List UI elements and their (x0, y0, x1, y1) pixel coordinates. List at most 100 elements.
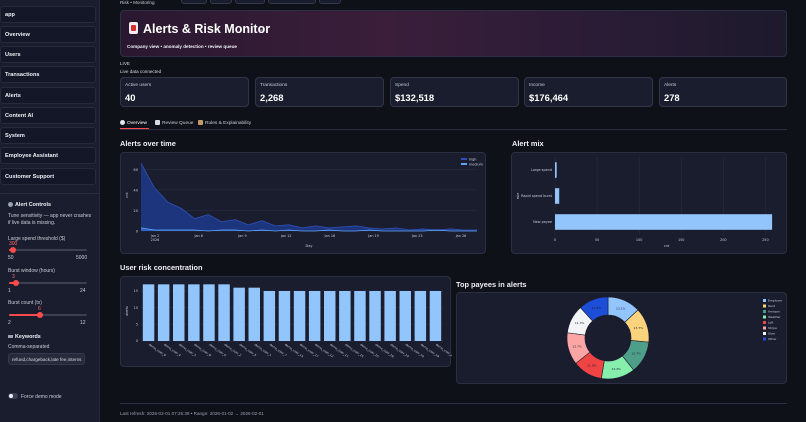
sidebar-item-label: Content AI (5, 113, 34, 119)
tab-rules-explainability[interactable]: Rules & Explainability (198, 118, 251, 129)
link-icon[interactable]: ⚭ (259, 28, 264, 34)
bar (248, 287, 260, 341)
sidebar-item-transactions[interactable]: Transactions (0, 66, 96, 83)
sidebar-item-label: System (5, 133, 25, 139)
category-label: Large spend (531, 168, 552, 172)
keywords-input[interactable]: refund,chargeback,late fee,interns (8, 353, 85, 365)
force-demo-label: Force demo mode (21, 394, 62, 400)
bar (293, 291, 306, 341)
hero-banner: Alerts & Risk Monitor ⚭ Company view • a… (120, 10, 787, 57)
large-spend-max: 5000 (76, 255, 88, 261)
burst-count-max: 12 (80, 320, 86, 326)
sidebar-item-label: Customer Support (5, 174, 55, 180)
alert-mix-chart: 0 50 100 150 200 250 Large spend Rapid spend bu… (516, 157, 773, 248)
series-line-medium (140, 227, 477, 232)
x-tick-label: Jan 23 (411, 234, 423, 238)
bar (173, 284, 185, 341)
sidebar-item-users[interactable]: Users (0, 46, 96, 63)
clipboard-icon (155, 120, 160, 125)
legend-label: Uber (768, 332, 776, 336)
bar (263, 291, 276, 341)
large-spend-value: 300 (9, 241, 18, 247)
x-tick-label: 200 (720, 238, 726, 242)
sidebar-item-customer-support[interactable]: Customer Support (0, 168, 96, 185)
burst-count-label: Burst count (tx) (8, 300, 42, 306)
sidebar-item-label: app (5, 12, 15, 18)
burst-count-value: 6 (38, 306, 41, 312)
metric-value: 278 (664, 92, 680, 103)
legend-label: high (469, 157, 476, 161)
metric-label: Transactions (260, 83, 288, 88)
x-tick-label: Jan 19 (367, 234, 379, 238)
tab-divider (120, 129, 787, 130)
metric-card-active-users: Active users 40 (120, 77, 249, 107)
slice-label: 12.7% (631, 351, 641, 355)
bar (354, 291, 366, 341)
x-tick-label: 50 (595, 238, 599, 242)
metric-label: Spend (395, 83, 409, 88)
metric-value: 40 (125, 92, 136, 103)
bar (218, 284, 230, 341)
metric-label: Active users (125, 83, 152, 88)
user-risk-heading: User risk concentration (120, 263, 203, 272)
large-spend-slider[interactable] (9, 247, 87, 253)
bar (399, 291, 411, 341)
bar (157, 284, 170, 341)
top-toolbar-button-4[interactable] (268, 0, 316, 4)
legend-swatch (763, 304, 766, 308)
x-axis-label: cnt (664, 244, 670, 248)
sidebar-item-label: Overview (5, 32, 30, 38)
series-area-high (141, 163, 477, 231)
tab-overview[interactable]: Overview (120, 118, 149, 129)
slice (580, 296, 609, 322)
sidebar-item-content-ai[interactable]: Content AI (0, 107, 96, 124)
connection-status: Live data connected (120, 69, 162, 74)
alert-controls-help: Tune sensitivity — app never crashes if … (8, 213, 92, 226)
x-tick-label: 250 (762, 238, 768, 242)
tab-review-queue[interactable]: Review Queue (155, 118, 193, 129)
bar (278, 291, 291, 341)
alerts-over-time-heading: Alerts over time (120, 139, 176, 148)
legend-swatch (763, 299, 766, 302)
sidebar-item-employee-assistant[interactable]: Employee Assistant (0, 147, 96, 164)
sidebar-item-alerts[interactable]: Alerts (0, 87, 96, 104)
force-demo-toggle[interactable] (8, 393, 18, 399)
legend-swatch (461, 163, 467, 165)
user-risk-chart: 051015alertsdemo_user_9demo_user_4demo_u… (125, 284, 455, 358)
large-spend-label: Large spend threshold ($) (8, 236, 66, 242)
y-tick-label: 60 (133, 168, 138, 172)
top-toolbar-button-5[interactable] (319, 0, 341, 4)
burst-window-value: 3 (12, 274, 15, 280)
page-subtitle: Company view • anomaly detection • revie… (127, 44, 237, 49)
bar (188, 284, 200, 341)
burst-window-slider[interactable] (9, 280, 87, 286)
sidebar-item-system[interactable]: System (0, 127, 96, 144)
sidebar-item-label: Alerts (5, 93, 21, 99)
burst-count-slider[interactable] (9, 312, 87, 318)
y-tick-label: 15 (134, 289, 138, 293)
bar (555, 188, 560, 204)
legend-swatch (763, 326, 766, 330)
burst-count-slider-handle[interactable] (37, 312, 44, 318)
series-line-high (140, 162, 477, 231)
bar (324, 291, 336, 341)
footer-divider (120, 403, 787, 404)
sidebar-item-app[interactable]: app (0, 6, 96, 23)
top-toolbar-button-3[interactable] (235, 0, 265, 4)
x-tick-label: Jan 12 (280, 234, 292, 238)
y-axis-label: rule (516, 193, 520, 200)
burst-count-slider-fill (9, 314, 41, 316)
top-toolbar-button-1[interactable] (181, 0, 207, 4)
x-tick-label: Jan 16 (324, 234, 336, 238)
metric-label: Alerts (664, 83, 677, 88)
metric-value: $176,464 (529, 92, 569, 103)
large-spend-slider-handle[interactable] (9, 247, 16, 253)
sidebar-item-overview[interactable]: Overview (0, 26, 96, 43)
y-tick-label: 10 (134, 306, 138, 310)
top-toolbar-button-2[interactable] (210, 0, 232, 4)
x-tick-label: 100 (636, 238, 642, 242)
bar (142, 284, 155, 341)
legend-label: Weather (768, 315, 781, 319)
burst-window-slider-handle[interactable] (13, 280, 20, 286)
